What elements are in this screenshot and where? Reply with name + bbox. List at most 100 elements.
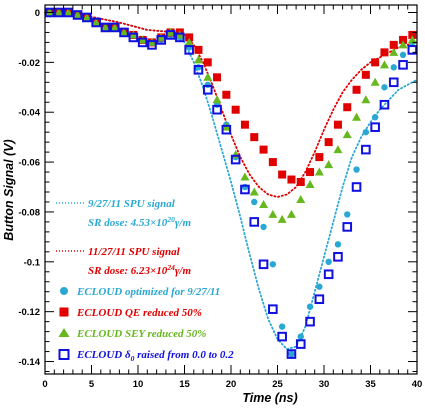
data-point-green-triangle	[240, 172, 250, 181]
data-point-red-square	[389, 40, 398, 49]
y-tick-label: -0.1	[24, 257, 41, 268]
data-point-blue-open-square	[240, 184, 250, 195]
data-point-green-triangle	[212, 95, 222, 104]
legend-marker-green-triangle	[58, 328, 70, 337]
legend-marker-red-square	[59, 307, 69, 317]
data-point-blue-open-square	[147, 40, 157, 50]
data-point-green-triangle	[361, 95, 371, 104]
data-point-green-triangle	[370, 77, 380, 86]
spu-0927-title: 9/27/11 SPU signal	[88, 198, 176, 210]
data-point-red-square	[306, 168, 315, 177]
series-line-cyan	[44, 11, 418, 351]
legend-label-red: ECLOUD QE reduced 50%	[76, 307, 202, 319]
data-point-blue-open-square	[221, 124, 232, 135]
data-point-cyan-circle	[325, 258, 332, 266]
x-tick-label: 25	[272, 379, 283, 390]
data-point-cyan-circle	[204, 81, 211, 88]
data-point-red-square	[259, 145, 268, 154]
data-point-green-triangle	[352, 112, 362, 121]
data-point-green-triangle	[100, 22, 110, 31]
x-tick-label: 35	[365, 379, 376, 390]
data-point-cyan-circle	[288, 350, 295, 358]
spu-0927-dose-prefix: SR dose: 4.53×10	[88, 217, 168, 229]
data-point-red-square	[408, 30, 417, 39]
data-point-cyan-circle	[381, 84, 388, 91]
x-tick-label: 10	[133, 379, 144, 390]
data-point-blue-open-square	[351, 182, 362, 192]
data-point-cyan-circle	[251, 198, 258, 206]
data-point-red-square	[371, 58, 380, 67]
data-point-blue-open-square	[249, 217, 260, 227]
data-point-blue-open-square	[156, 35, 167, 45]
data-point-cyan-circle	[278, 323, 286, 330]
data-point-blue-open-square	[184, 45, 194, 55]
data-point-red-square	[324, 138, 333, 147]
data-point-green-triangle	[342, 130, 352, 139]
spu-0927-dose-exponent: 20	[166, 215, 175, 224]
data-point-blue-open-square	[388, 77, 399, 88]
data-point-red-square	[250, 133, 259, 142]
legend-label-cyan: ECLOUD optimized for 9/27/11	[76, 286, 220, 298]
y-tick-label: -0.04	[18, 108, 40, 119]
data-point-red-square	[222, 90, 231, 99]
data-point-blue-open-square	[54, 7, 64, 18]
data-point-green-triangle	[193, 55, 203, 64]
data-point-blue-open-square	[370, 122, 380, 132]
data-point-blue-open-square	[137, 37, 148, 48]
data-point-green-triangle	[110, 22, 120, 31]
data-point-blue-open-square	[333, 252, 343, 262]
data-point-green-triangle	[63, 7, 73, 16]
data-point-green-triangle	[82, 12, 92, 21]
data-point-red-square	[213, 73, 222, 82]
x-tick-label: 5	[89, 379, 95, 390]
data-point-blue-open-square	[295, 339, 306, 349]
x-tick-label: 20	[226, 379, 237, 390]
data-point-blue-open-square	[258, 259, 269, 270]
x-tick-label: 30	[319, 379, 330, 390]
data-point-blue-open-square	[165, 30, 176, 40]
data-point-cyan-circle	[260, 223, 267, 231]
chart-marks	[44, 7, 418, 359]
data-point-cyan-circle	[269, 261, 277, 268]
data-point-red-square	[185, 33, 194, 42]
legend: ECLOUD optimized for 9/27/11 ECLOUD QE r…	[58, 286, 234, 363]
data-point-blue-open-square	[398, 60, 408, 70]
legend-label-green: ECLOUD SEY reduced 50%	[76, 328, 206, 340]
data-point-blue-open-square	[407, 45, 418, 55]
y-tick-label: 0	[35, 8, 40, 19]
data-point-green-triangle	[277, 214, 287, 223]
data-point-blue-open-square	[128, 32, 139, 43]
data-point-blue-open-square	[193, 65, 204, 75]
spu-1127-dose-prefix: SR dose: 6.23×10	[88, 265, 168, 277]
y-tick-label: -0.08	[18, 207, 40, 218]
data-point-green-triangle	[268, 209, 278, 218]
data-point-blue-open-square	[361, 144, 371, 155]
data-point-red-square	[296, 178, 305, 187]
data-point-blue-open-square	[342, 222, 353, 232]
data-point-green-triangle	[249, 187, 259, 196]
data-point-cyan-circle	[362, 128, 370, 136]
data-point-green-triangle	[389, 47, 399, 56]
spu-1127-dose-suffix: γ/m	[175, 265, 192, 277]
data-point-red-square	[240, 120, 249, 129]
spu-annotations: 9/27/11 SPU signal SR dose: 4.53×1020γ/m…	[56, 198, 191, 277]
data-point-green-triangle	[73, 10, 83, 19]
x-tick-label: 40	[412, 379, 423, 390]
data-point-blue-open-square	[323, 269, 334, 280]
data-point-blue-open-square	[305, 316, 315, 327]
legend-label-blue-prefix: ECLOUD δ	[76, 349, 131, 361]
x-tick-label: 15	[179, 379, 190, 390]
data-point-blue-open-square	[109, 22, 120, 33]
spu-0927-dose-suffix: γ/m	[175, 217, 192, 229]
data-point-red-square	[361, 70, 370, 79]
data-point-cyan-circle	[390, 64, 397, 71]
legend-label-blue-subscript: 0	[131, 354, 135, 363]
data-point-cyan-circle	[371, 113, 379, 121]
data-point-blue-open-square	[379, 99, 390, 110]
data-point-blue-open-square	[268, 304, 278, 314]
data-point-cyan-circle	[353, 166, 360, 173]
y-tick-label: -0.14	[18, 357, 40, 368]
legend-marker-cyan-circle	[60, 287, 68, 295]
legend-label-blue: ECLOUD δ0 raised from 0.0 to 0.2	[76, 349, 234, 363]
data-point-green-triangle	[54, 7, 64, 16]
